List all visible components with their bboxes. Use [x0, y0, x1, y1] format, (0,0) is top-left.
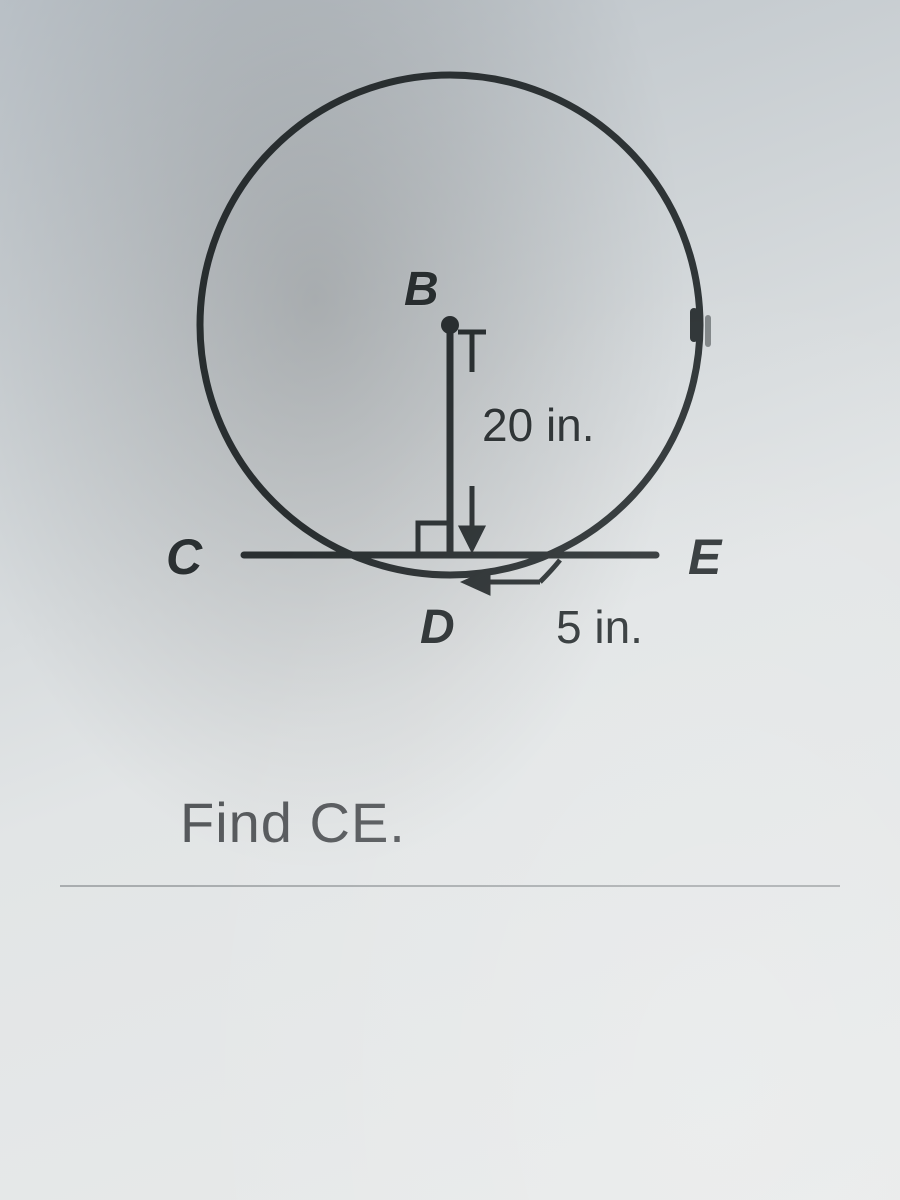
label-c: C — [166, 528, 202, 586]
question-prompt: Find CE. — [180, 790, 406, 855]
label-5in: 5 in. — [556, 600, 643, 654]
center-point — [441, 316, 459, 334]
divider-line — [60, 885, 840, 887]
label-e: E — [688, 528, 721, 586]
label-b: B — [404, 262, 439, 317]
label-20in: 20 in. — [482, 398, 595, 452]
label-d: D — [420, 600, 455, 655]
geometry-problem: B C E D 20 in. 5 in. Find CE. — [0, 0, 900, 1200]
right-angle-marker — [418, 523, 450, 555]
